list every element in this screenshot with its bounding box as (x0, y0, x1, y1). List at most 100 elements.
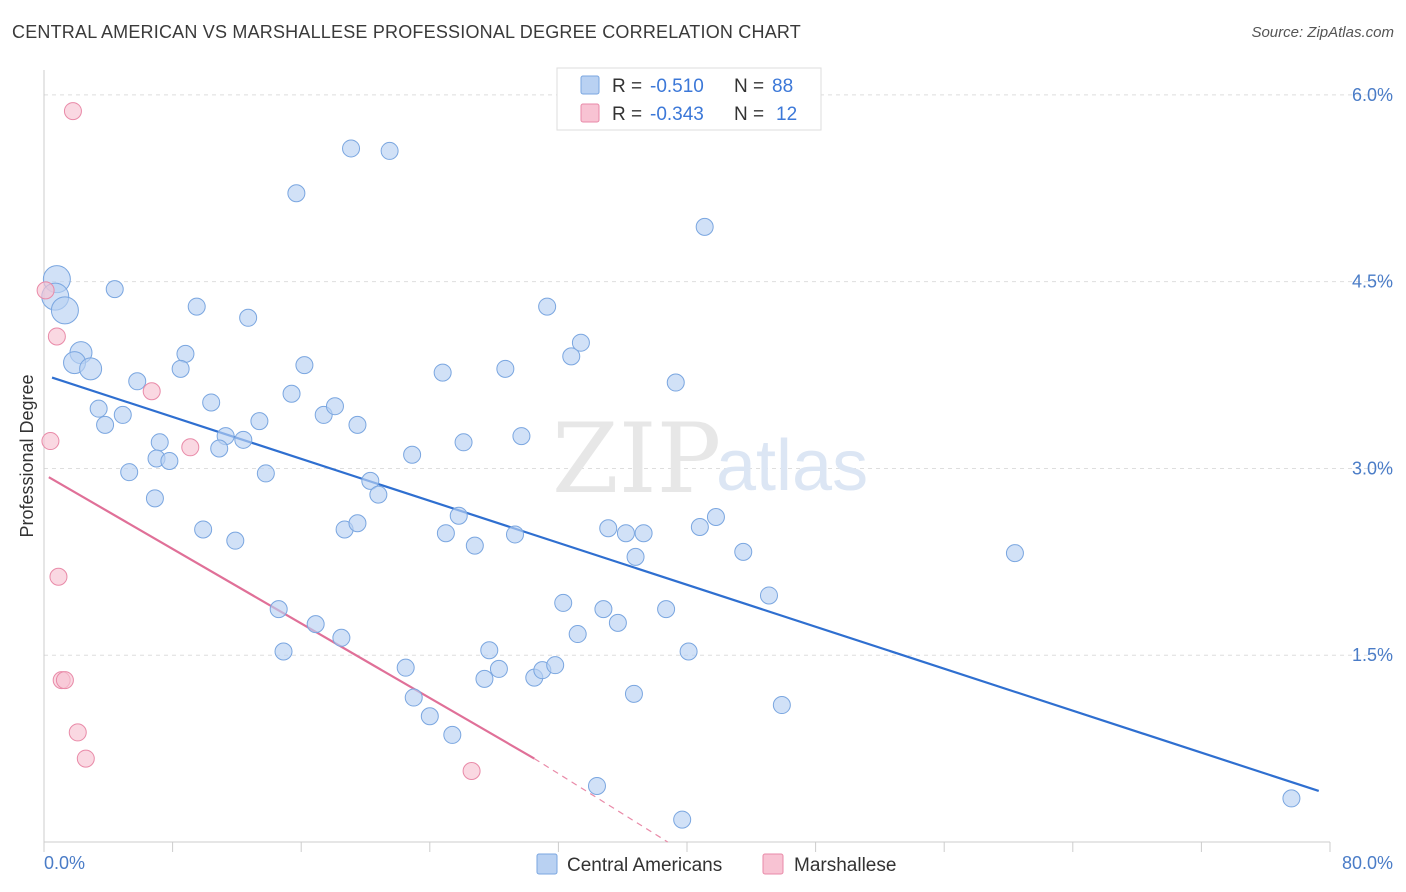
central-american-point-58 (690, 517, 709, 536)
marshallese-point-11 (462, 762, 481, 781)
central-american-point-10 (171, 359, 190, 378)
central-american-point-67 (396, 658, 415, 677)
central-american-point-59 (706, 508, 725, 527)
central-american-point-34 (361, 471, 380, 490)
x-tick-label-0: 0.0% (44, 853, 85, 873)
data-points (36, 102, 1301, 829)
central-american-point-24 (145, 489, 164, 508)
marshallese-point-4 (142, 382, 161, 401)
central-american-point-81 (624, 684, 643, 703)
central-american-point-44 (666, 373, 685, 392)
central-american-point-77 (554, 593, 573, 612)
central-american-point-16 (234, 430, 253, 449)
central-american-point-52 (465, 536, 484, 555)
series-legend-label-marshallese: Marshallese (794, 855, 896, 876)
trend-lines (48, 376, 1320, 843)
marshallese-trend-extension (533, 758, 669, 843)
marshallese-point-1 (36, 281, 55, 300)
series-legend-swatch-central-americans (536, 853, 558, 875)
central-american-point-32 (342, 139, 361, 158)
central-american-point-22 (160, 451, 179, 470)
central-american-point-63 (269, 600, 288, 619)
central-american-point-37 (433, 363, 452, 382)
central-american-point-82 (657, 600, 676, 619)
series-legend-swatch-marshallese (762, 853, 784, 875)
central-american-point-15 (202, 393, 221, 412)
central-american-point-14 (96, 415, 115, 434)
marshallese-point-0 (63, 102, 82, 121)
central-american-point-40 (512, 427, 531, 446)
central-american-point-13 (113, 405, 132, 424)
central-american-point-5 (79, 357, 103, 381)
central-american-point-11 (128, 372, 147, 391)
central-american-point-50 (436, 524, 455, 543)
central-american-point-49 (348, 514, 367, 533)
central-american-point-69 (420, 707, 439, 726)
central-american-point-83 (679, 642, 698, 661)
watermark-zip: ZIP (552, 403, 721, 515)
central-american-point-65 (332, 628, 351, 647)
central-american-point-6 (105, 280, 124, 299)
y-tick-label-2: 4.5% (1352, 272, 1393, 292)
legend-box (556, 67, 822, 131)
central-american-point-29 (325, 397, 344, 416)
marshallese-point-2 (47, 327, 66, 346)
central-american-point-7 (187, 297, 206, 316)
central-american-point-45 (695, 217, 714, 236)
central-american-point-46 (194, 520, 213, 539)
central-american-point-66 (274, 642, 293, 661)
central-american-point-43 (571, 333, 590, 352)
legend-r-value-0: -0.510 (650, 76, 704, 97)
marshallese-point-10 (76, 749, 95, 768)
legend-r-label-0: R = (612, 76, 642, 97)
y-tick-label-3: 6.0% (1352, 85, 1393, 105)
x-tick-label-1: 80.0% (1342, 853, 1393, 873)
central-american-point-55 (616, 524, 635, 543)
y-tick-label-0: 1.5% (1352, 645, 1393, 665)
legend-n-value-0: 88 (772, 76, 793, 97)
central-american-point-25 (256, 464, 275, 483)
central-american-point-76 (546, 656, 565, 675)
marshallese-point-8 (55, 671, 74, 690)
source-label: Source: ZipAtlas.com (1251, 24, 1394, 41)
central-american-point-35 (369, 485, 388, 504)
legend-r-label-1: R = (612, 104, 642, 125)
central-american-point-12 (89, 399, 108, 418)
central-american-point-54 (599, 519, 618, 538)
central-american-point-23 (120, 463, 139, 482)
central-american-point-30 (348, 415, 367, 434)
series-legend-label-central-americans: Central Americans (567, 855, 722, 876)
legend-n-value-1: 12 (776, 104, 797, 125)
marshallese-point-6 (49, 567, 68, 586)
central-american-point-2 (50, 296, 79, 325)
central-american-point-9 (176, 344, 195, 363)
marshallese-point-9 (68, 723, 87, 742)
central-american-point-26 (282, 384, 301, 403)
central-american-point-64 (306, 615, 325, 634)
central-american-point-84 (772, 696, 791, 715)
central-american-point-27 (295, 356, 314, 375)
central-american-point-80 (608, 613, 627, 632)
central-american-point-42 (562, 347, 581, 366)
axes (43, 70, 1331, 852)
legend: R = -0.510 N = 88 R = -0.343 N = 12 (556, 67, 822, 131)
central-american-point-39 (496, 359, 515, 378)
legend-swatch-marshallese (580, 103, 600, 123)
central-american-point-60 (734, 542, 753, 561)
marshallese-trend-line (48, 476, 535, 760)
central-american-point-71 (475, 669, 494, 688)
central-american-point-8 (239, 308, 258, 327)
central-american-point-20 (250, 412, 269, 431)
central-american-point-85 (587, 776, 606, 795)
central-american-point-72 (480, 641, 499, 660)
legend-swatch-central-americans (580, 75, 600, 95)
tick-labels: 1.5% 3.0% 4.5% 6.0% 0.0% 80.0% (44, 85, 1393, 873)
central-american-trend-line (51, 376, 1320, 792)
central-american-point-33 (380, 141, 399, 160)
chart-title: CENTRAL AMERICAN VS MARSHALLESE PROFESSI… (12, 22, 801, 42)
marshallese-point-5 (181, 438, 200, 457)
central-american-point-53 (505, 525, 524, 544)
central-american-point-87 (1282, 789, 1301, 808)
gridlines (44, 94, 1390, 656)
central-american-point-78 (568, 625, 587, 644)
